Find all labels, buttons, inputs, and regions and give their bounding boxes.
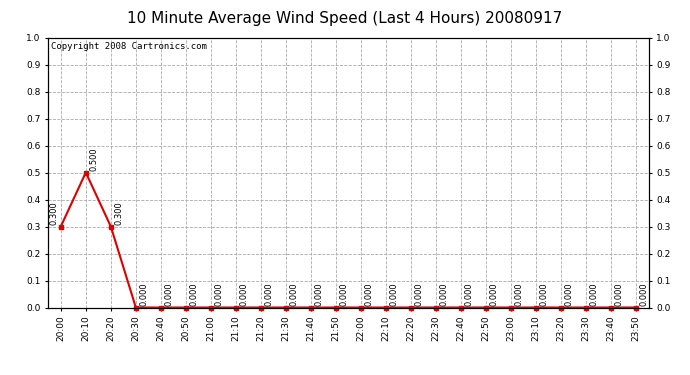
Text: 0.000: 0.000 <box>239 282 248 306</box>
Text: 0.000: 0.000 <box>540 282 549 306</box>
Text: 0.000: 0.000 <box>490 282 499 306</box>
Text: 0.000: 0.000 <box>515 282 524 306</box>
Text: 0.000: 0.000 <box>640 282 649 306</box>
Text: 0.000: 0.000 <box>315 282 324 306</box>
Text: 10 Minute Average Wind Speed (Last 4 Hours) 20080917: 10 Minute Average Wind Speed (Last 4 Hou… <box>128 11 562 26</box>
Text: 0.000: 0.000 <box>615 282 624 306</box>
Text: 0.500: 0.500 <box>90 147 99 171</box>
Text: 0.000: 0.000 <box>390 282 399 306</box>
Text: Copyright 2008 Cartronics.com: Copyright 2008 Cartronics.com <box>51 42 207 51</box>
Text: 0.300: 0.300 <box>115 201 124 225</box>
Text: 0.000: 0.000 <box>215 282 224 306</box>
Text: 0.000: 0.000 <box>415 282 424 306</box>
Text: 0.000: 0.000 <box>565 282 574 306</box>
Text: 0.000: 0.000 <box>190 282 199 306</box>
Text: 0.000: 0.000 <box>139 282 148 306</box>
Text: 0.000: 0.000 <box>465 282 474 306</box>
Text: 0.000: 0.000 <box>590 282 599 306</box>
Text: 0.300: 0.300 <box>49 201 58 225</box>
Text: 0.000: 0.000 <box>265 282 274 306</box>
Text: 0.000: 0.000 <box>290 282 299 306</box>
Text: 0.000: 0.000 <box>339 282 348 306</box>
Text: 0.000: 0.000 <box>165 282 174 306</box>
Text: 0.000: 0.000 <box>365 282 374 306</box>
Text: 0.000: 0.000 <box>440 282 449 306</box>
